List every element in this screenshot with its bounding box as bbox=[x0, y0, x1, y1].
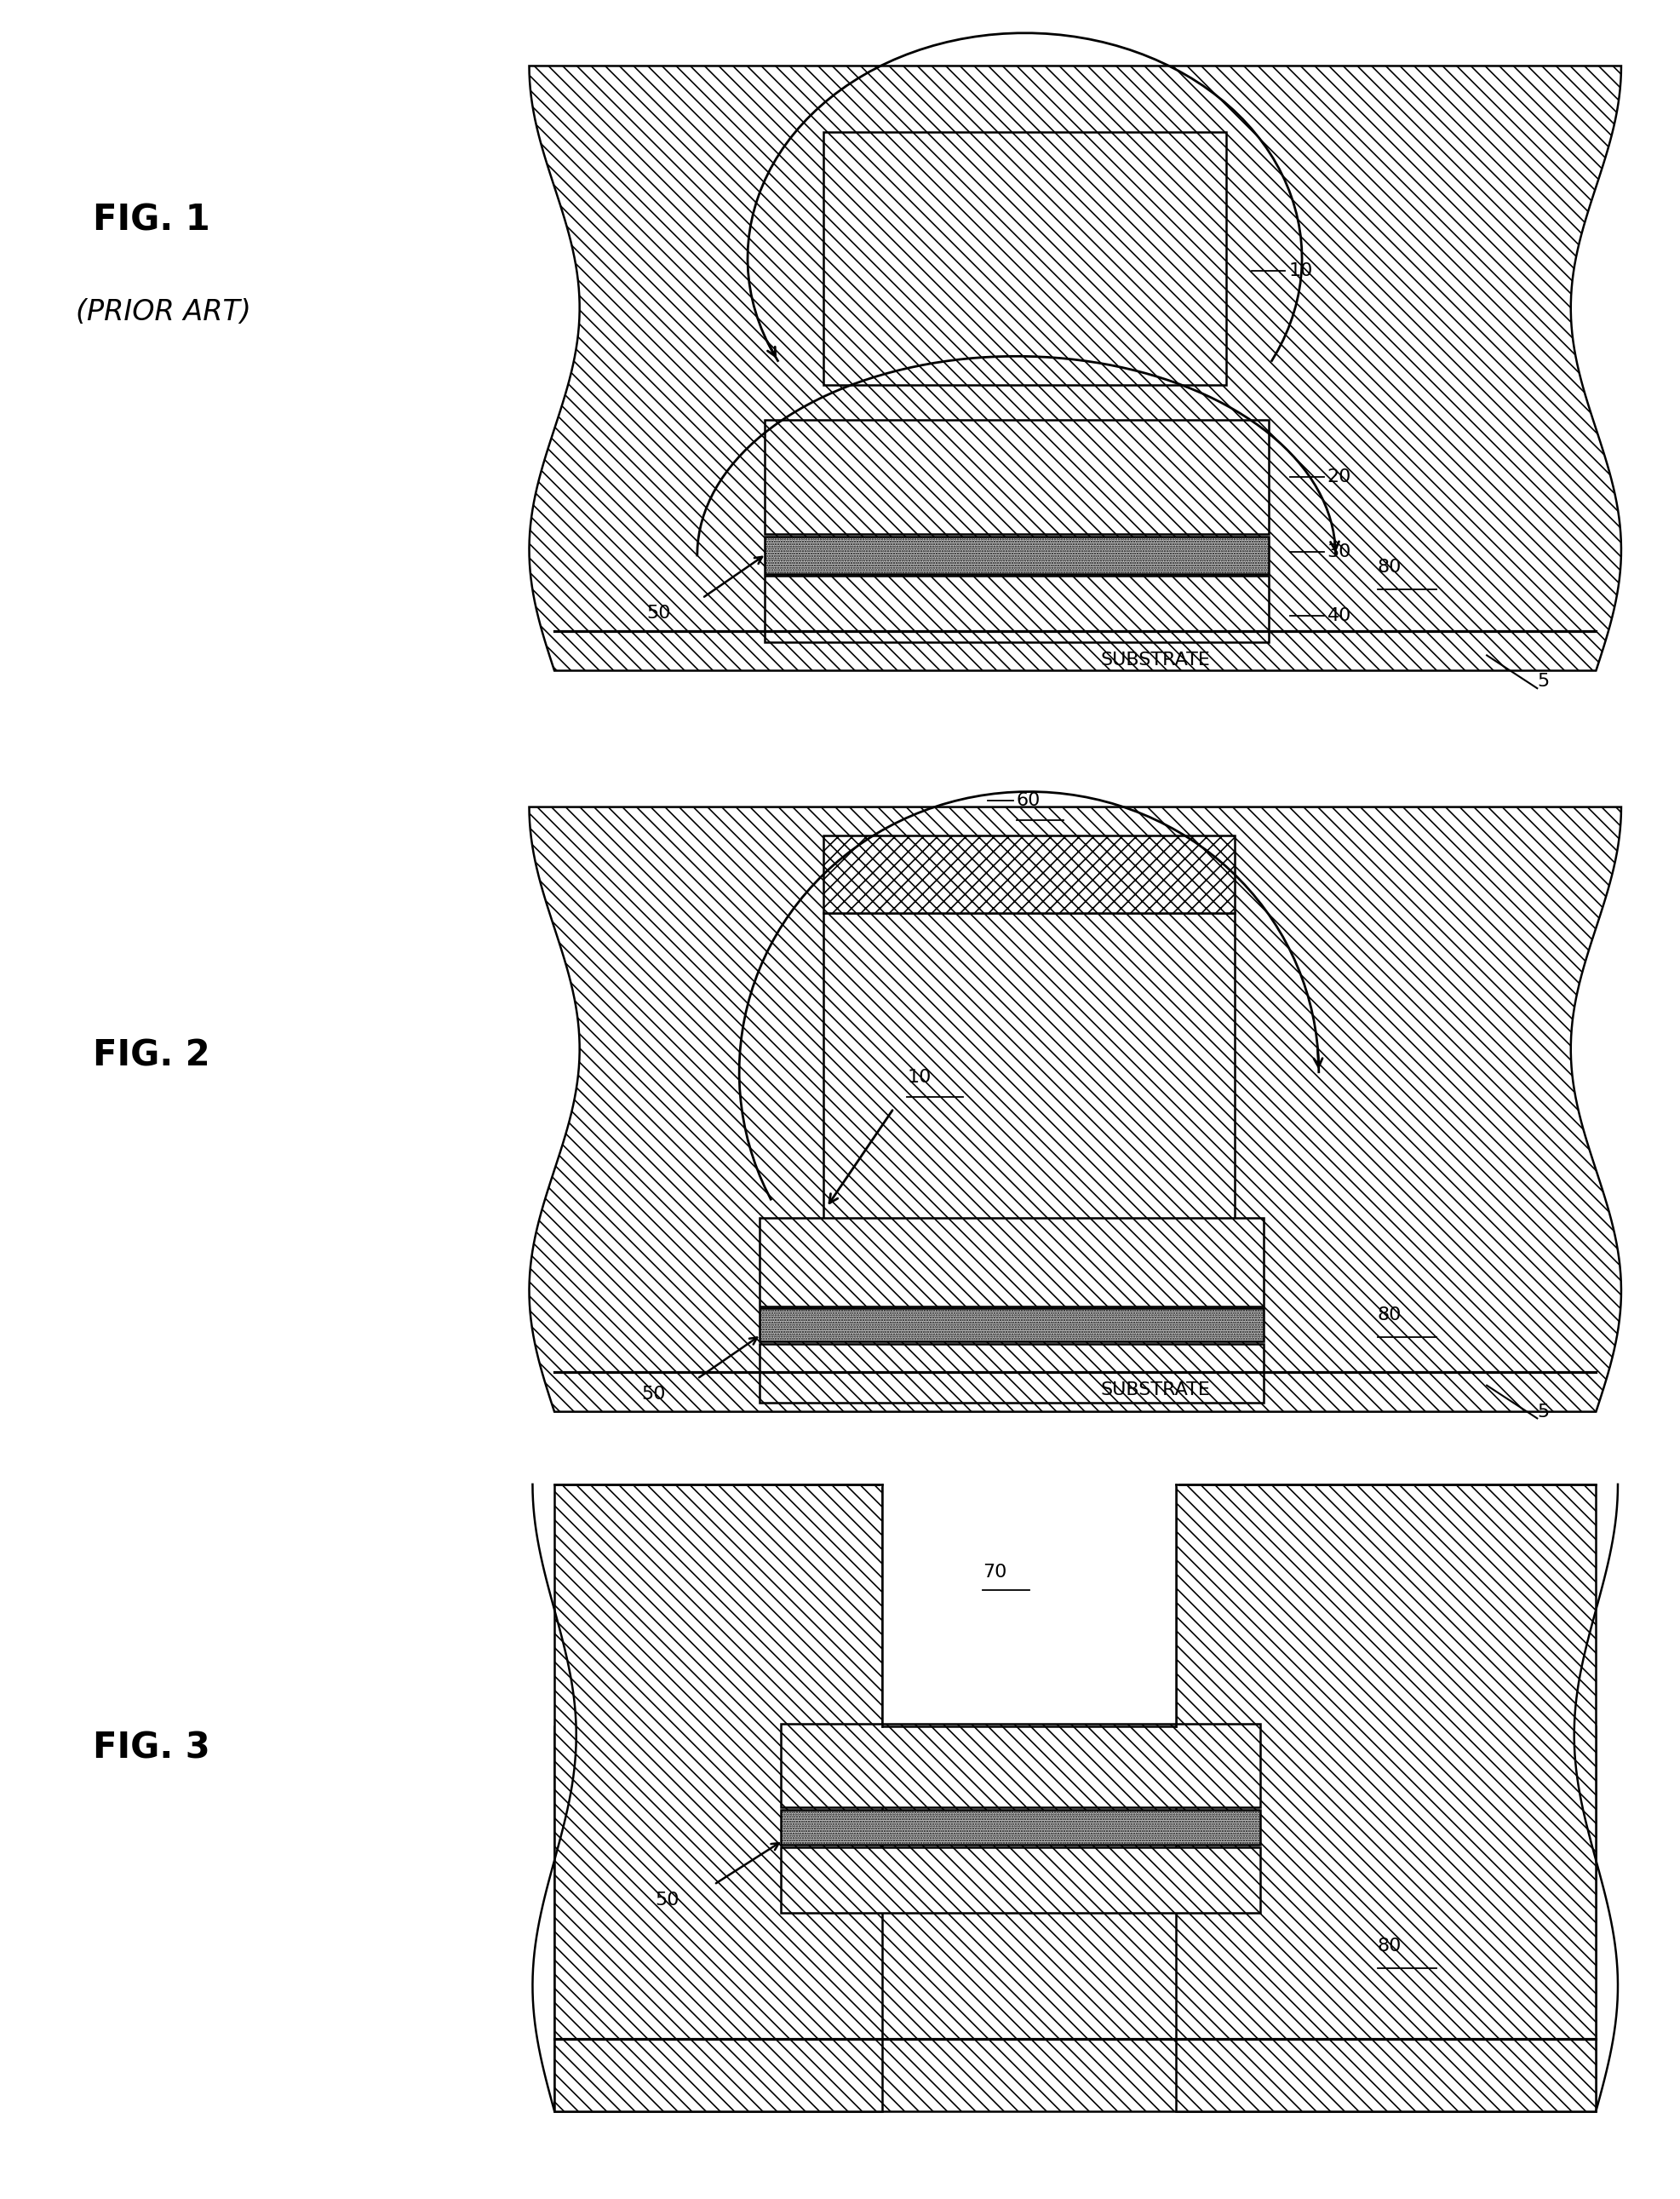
Text: 80: 80 bbox=[1378, 559, 1401, 576]
Bar bbox=[882, 1484, 1176, 1726]
Bar bbox=[759, 1308, 1263, 1341]
Bar bbox=[759, 1344, 1263, 1403]
Bar bbox=[554, 1484, 882, 2111]
Text: 5: 5 bbox=[1537, 673, 1549, 690]
PathPatch shape bbox=[529, 807, 1621, 1412]
Text: 10: 10 bbox=[1289, 262, 1312, 279]
Text: (PRIOR ART): (PRIOR ART) bbox=[76, 299, 250, 325]
Bar bbox=[764, 537, 1268, 574]
Text: SUBSTRATE: SUBSTRATE bbox=[1100, 1381, 1210, 1399]
Text: 60: 60 bbox=[1016, 792, 1040, 809]
Bar bbox=[764, 576, 1268, 642]
Text: 30: 30 bbox=[1327, 543, 1351, 561]
Bar bbox=[1176, 1484, 1596, 2111]
Text: 50: 50 bbox=[647, 605, 670, 622]
Text: FIG. 1: FIG. 1 bbox=[92, 202, 210, 237]
Text: 50: 50 bbox=[655, 1891, 679, 1909]
Bar bbox=[781, 1847, 1260, 1913]
Bar bbox=[781, 1810, 1260, 1845]
Bar bbox=[823, 132, 1226, 385]
PathPatch shape bbox=[529, 66, 1621, 671]
Bar bbox=[764, 420, 1268, 534]
Bar bbox=[759, 1218, 1263, 1306]
Text: SUBSTRATE: SUBSTRATE bbox=[1100, 651, 1210, 668]
Bar bbox=[781, 1724, 1260, 1808]
Text: 80: 80 bbox=[1378, 1306, 1401, 1324]
Text: 40: 40 bbox=[1327, 607, 1351, 625]
Bar bbox=[554, 1726, 1596, 2111]
Text: FIG. 2: FIG. 2 bbox=[92, 1038, 210, 1073]
Text: 5: 5 bbox=[1537, 1403, 1549, 1421]
Text: 20: 20 bbox=[1327, 468, 1351, 486]
Bar bbox=[823, 913, 1235, 1231]
Text: 70: 70 bbox=[983, 1563, 1006, 1581]
Text: FIG. 3: FIG. 3 bbox=[92, 1731, 210, 1766]
Bar bbox=[823, 836, 1235, 913]
Text: 10: 10 bbox=[907, 1069, 931, 1086]
Text: 50: 50 bbox=[642, 1385, 665, 1403]
Text: 80: 80 bbox=[1378, 1937, 1401, 1955]
